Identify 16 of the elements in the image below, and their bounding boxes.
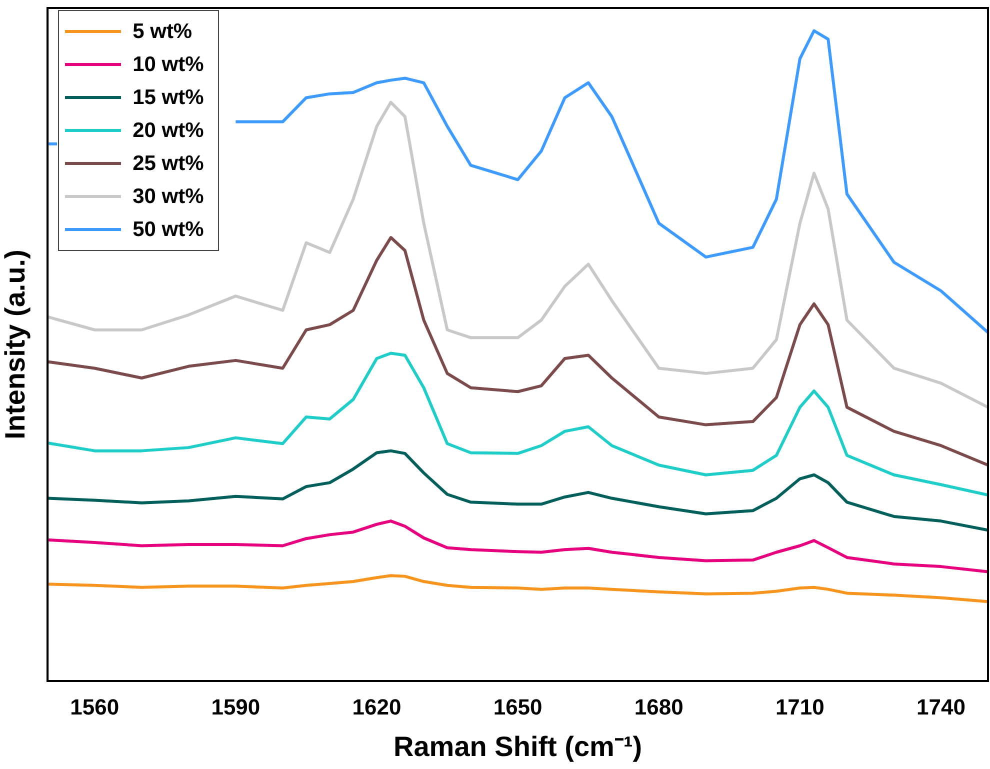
x-axis-title: Raman Shift (cm⁻¹) [394,730,642,762]
x-tick-label: 1560 [70,694,120,720]
x-tick-label: 1590 [211,694,260,720]
y-axis-title: Intensity (a.u.) [0,250,31,440]
legend-label: 20 wt% [132,118,204,142]
x-tick-label: 1620 [352,694,402,720]
legend-label: 50 wt% [132,218,204,242]
legend-label: 25 wt% [132,152,204,176]
legend-label: 5 wt% [132,20,192,44]
legend-label: 30 wt% [132,184,204,208]
x-tick-label: 1740 [916,694,966,720]
x-tick-label: 1650 [493,694,542,720]
x-tick-label: 1680 [634,694,684,720]
x-tick-label: 1710 [775,694,824,720]
legend-label: 15 wt% [132,86,204,110]
legend-label: 10 wt% [132,52,204,76]
